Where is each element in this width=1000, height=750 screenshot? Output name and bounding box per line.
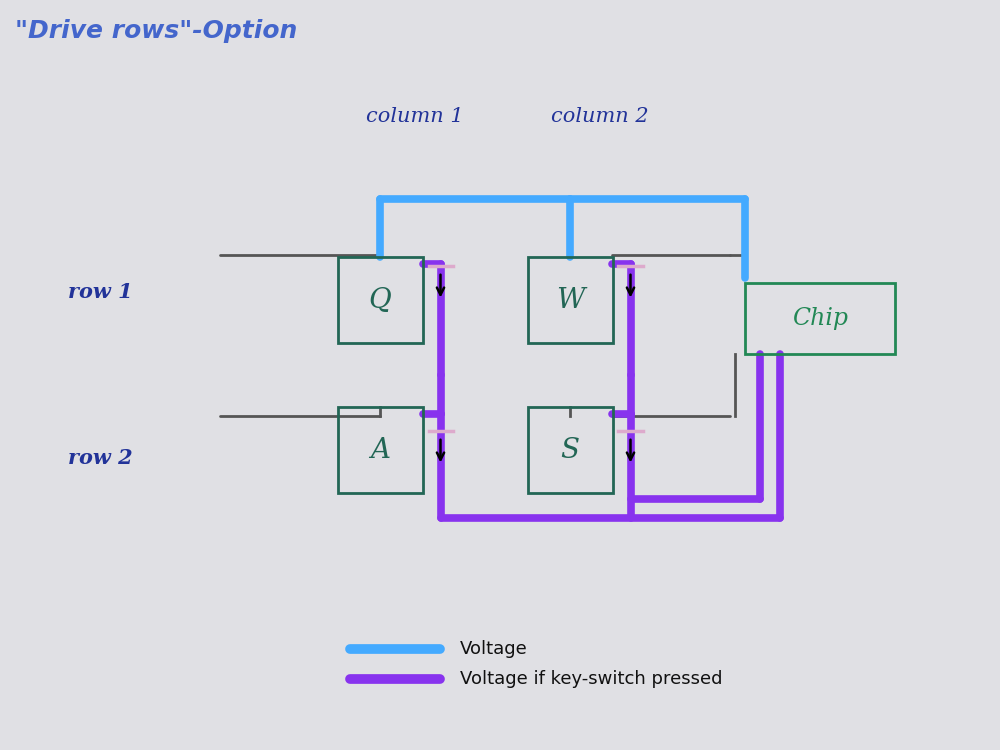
- Text: row 1: row 1: [68, 283, 132, 302]
- Text: Voltage if key-switch pressed: Voltage if key-switch pressed: [460, 670, 722, 688]
- Bar: [528, 406, 612, 494]
- Text: W: W: [556, 286, 584, 314]
- Text: S: S: [560, 436, 580, 463]
- Text: column 1: column 1: [366, 106, 464, 126]
- Text: Voltage: Voltage: [460, 640, 528, 658]
- Text: "Drive rows"-Option: "Drive rows"-Option: [15, 19, 297, 43]
- Text: A: A: [370, 436, 390, 463]
- Bar: [338, 406, 422, 494]
- Text: Chip: Chip: [792, 308, 848, 330]
- Bar: [745, 284, 895, 355]
- Text: column 2: column 2: [551, 106, 649, 126]
- Bar: [338, 256, 422, 344]
- Text: Q: Q: [369, 286, 391, 314]
- Text: row 2: row 2: [68, 448, 132, 467]
- Bar: [528, 256, 612, 344]
